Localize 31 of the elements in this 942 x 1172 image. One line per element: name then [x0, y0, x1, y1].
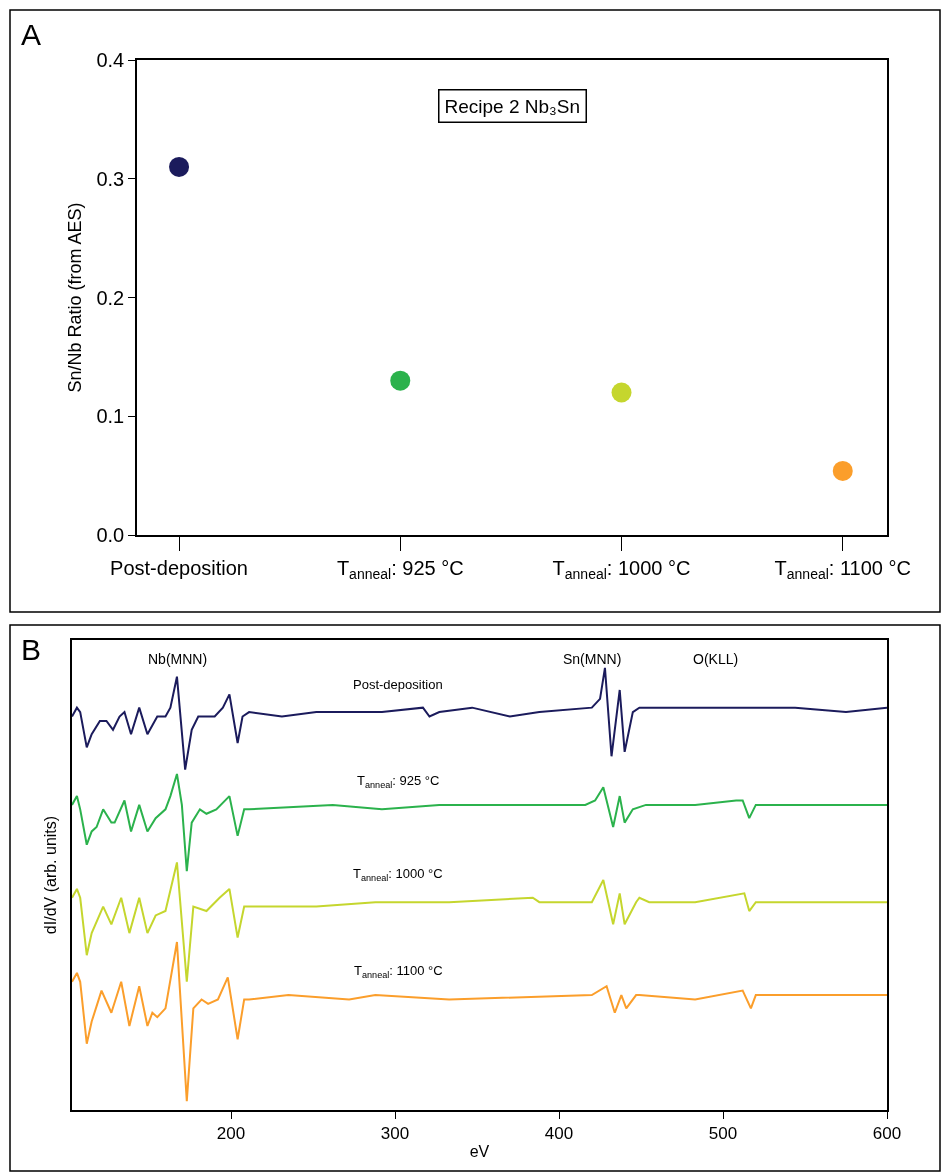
series-label: T$_{anneal}$: 1000 °C: [353, 866, 443, 883]
point: [611, 382, 632, 403]
point: [832, 460, 853, 481]
point: [169, 156, 190, 177]
x-tick-label: 500: [708, 1124, 738, 1144]
x-tick-label: 400: [544, 1124, 574, 1144]
x-axis-title: eV: [469, 1143, 490, 1161]
y-tick-label: 0.0: [96, 524, 125, 546]
annotation: Recipe 2 Nb₃Sn: [444, 95, 581, 117]
x-tick-label: 600: [872, 1124, 902, 1144]
series-label: Post-deposition: [353, 677, 443, 692]
y-axis-title: Sn/Nb Ratio (from AES): [65, 202, 86, 393]
x-tick-label: T$_{anneal}$: 925 °C: [336, 556, 464, 582]
text: A: [21, 18, 42, 51]
point: [390, 370, 411, 391]
series-label: T$_{anneal}$: 925 °C: [357, 773, 440, 790]
text: Sn(MNN): [563, 651, 622, 667]
text: O(KLL): [693, 651, 739, 667]
x-tick-label: 300: [380, 1124, 410, 1144]
text: B: [21, 633, 42, 666]
y-tick-label: 0.2: [96, 286, 125, 309]
y-tick-label: 0.3: [96, 167, 125, 190]
series-label: T$_{anneal}$: 1100 °C: [354, 963, 443, 980]
x-tick-label: Post-deposition: [110, 556, 248, 579]
y-axis-title: dI/dV (arb. units): [41, 815, 59, 935]
x-tick-label: T$_{anneal}$: 1000 °C: [552, 556, 691, 582]
x-tick-label: T$_{anneal}$: 1100 °C: [774, 556, 911, 582]
text: Nb(MNN): [148, 651, 208, 667]
y-tick-label: 0.1: [96, 405, 125, 428]
x-tick-label: 200: [216, 1124, 246, 1144]
y-tick-label: 0.4: [96, 49, 125, 71]
